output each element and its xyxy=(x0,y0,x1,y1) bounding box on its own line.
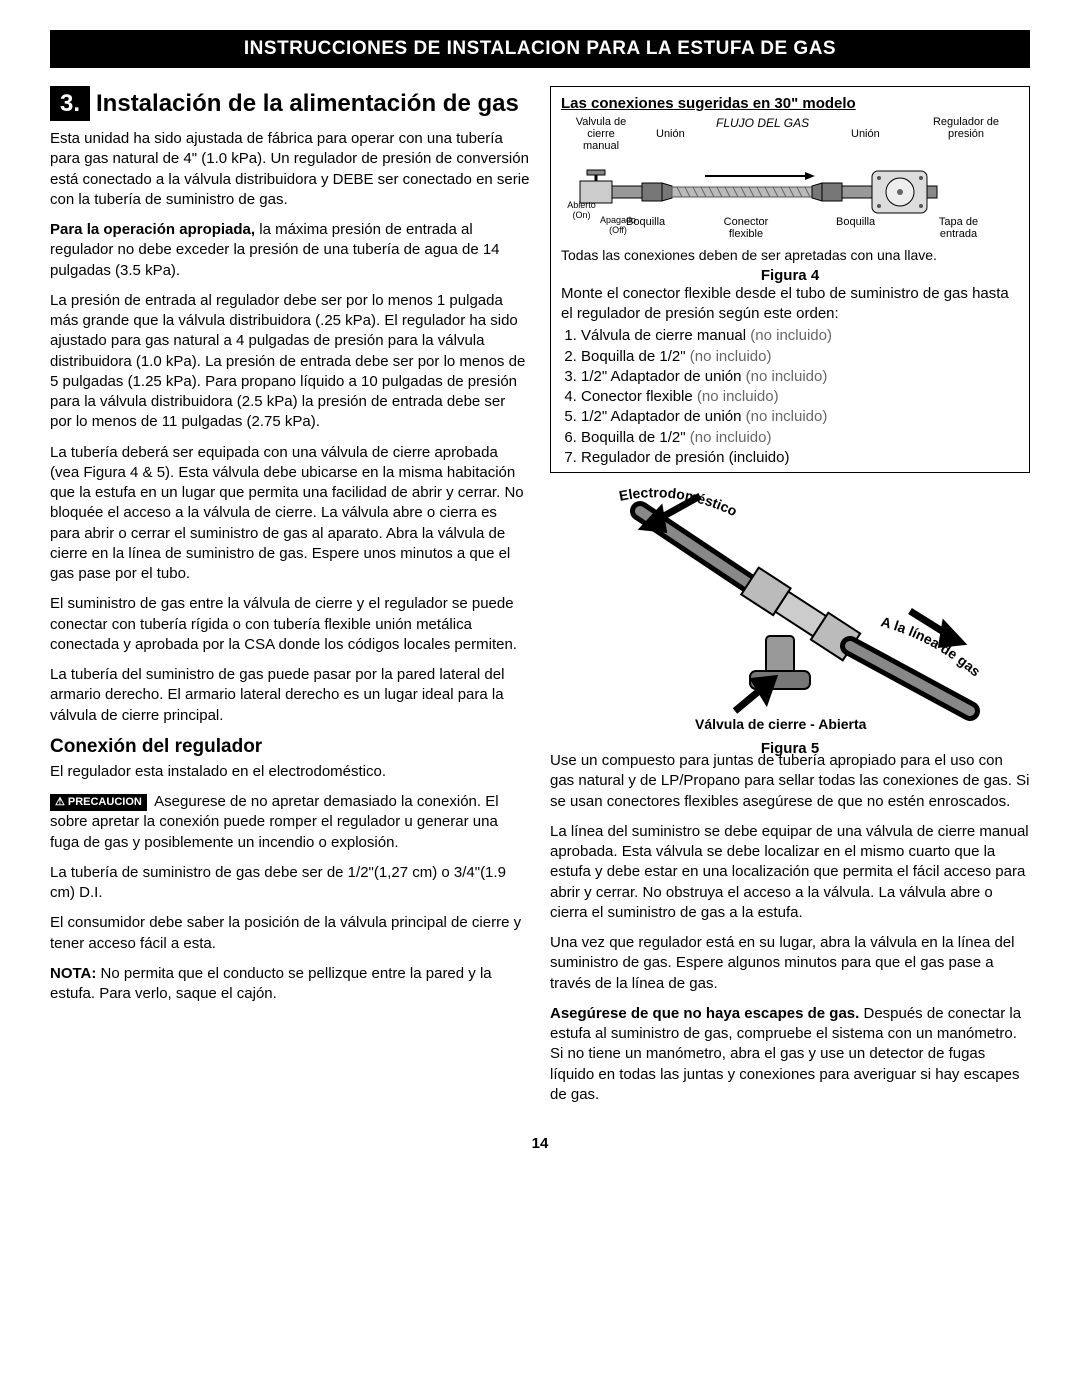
section-title: 3.Instalación de la alimentación de gas xyxy=(50,86,530,121)
fig5-svg: Electrodoméstico A la línea de gas Válvu… xyxy=(550,481,1030,741)
l-p6: La tubería del suministro de gas puede p… xyxy=(50,665,530,726)
part-7: Regulador de presión (incluido) xyxy=(581,448,1019,468)
lbl-nip1: Boquilla xyxy=(626,216,665,228)
l-p5: El suministro de gas entre la válvula de… xyxy=(50,594,530,655)
part-3: 1/2" Adaptador de unión (no incluido) xyxy=(581,367,1019,387)
r-p1: Use un compuesto para juntas de tubería … xyxy=(550,751,1030,812)
r-p4-bold: Asegúrese de que no haya escapes de gas. xyxy=(550,1005,859,1022)
l-p2-bold: Para la operación apropiada, xyxy=(50,221,255,238)
lbl-nip2: Boquilla xyxy=(836,216,875,228)
subhead-regulator: Conexión del regulador xyxy=(50,736,530,758)
fig4-title: Las conexiones sugeridas en 30" modelo xyxy=(561,95,1019,112)
l-p8: PRECAUCION Asegurese de no apretar demas… xyxy=(50,792,530,853)
page-number: 14 xyxy=(50,1135,1030,1152)
left-column: 3.Instalación de la alimentación de gas … xyxy=(50,86,530,1115)
l-p10: El consumidor debe saber la posición de … xyxy=(50,913,530,954)
lbl-valve: Valvula de cierre manual xyxy=(571,116,631,152)
fig4-svg xyxy=(561,166,1019,216)
main-columns: 3.Instalación de la alimentación de gas … xyxy=(50,86,1030,1115)
parts-list: Válvula de cierre manual (no incluido) B… xyxy=(581,326,1019,468)
fig4-intro: Monte el conector flexible desde el tubo… xyxy=(561,284,1019,325)
page-header: INSTRUCCIONES DE INSTALACION PARA LA EST… xyxy=(50,30,1030,68)
right-column: Las conexiones sugeridas en 30" modelo V… xyxy=(550,86,1030,1115)
l-p11-rest: No permita que el conducto se pellizque … xyxy=(50,965,492,1002)
lbl-reg: Regulador de presión xyxy=(931,116,1001,140)
part-6: Boquilla de 1/2" (no incluido) xyxy=(581,428,1019,448)
lbl-cap: Tapa de entrada xyxy=(931,216,986,240)
lbl-union2: Unión xyxy=(851,128,880,140)
l-p2: Para la operación apropiada, la máxima p… xyxy=(50,220,530,281)
part-4: Conector flexible (no incluido) xyxy=(581,387,1019,407)
figure-4-box: Las conexiones sugeridas en 30" modelo V… xyxy=(550,86,1030,473)
r-p3: Una vez que regulador está en su lugar, … xyxy=(550,933,1030,994)
fig4-caption: Figura 4 xyxy=(561,267,1019,284)
l-p3: La presión de entrada al regulador debe … xyxy=(50,291,530,433)
fig5-valve-label: Válvula de cierre - Abierta xyxy=(695,716,867,732)
caution-badge: PRECAUCION xyxy=(50,794,147,811)
fig5-caption: Figura 5 xyxy=(550,740,1030,757)
section-number-box: 3. xyxy=(50,86,90,121)
l-p9: La tubería de suministro de gas debe ser… xyxy=(50,863,530,904)
lbl-flex: Conector flexible xyxy=(716,216,776,240)
section-title-text: Instalación de la alimentación de gas xyxy=(96,90,519,117)
r-p4: Asegúrese de que no haya escapes de gas.… xyxy=(550,1004,1030,1105)
part-5: 1/2" Adaptador de unión (no incluido) xyxy=(581,407,1019,427)
l-p4: La tubería deberá ser equipada con una v… xyxy=(50,443,530,585)
r-p2: La línea del suministro se debe equipar … xyxy=(550,822,1030,923)
fig4-diagram: Valvula de cierre manual Unión FLUJO DEL… xyxy=(561,116,1019,246)
lbl-union1: Unión xyxy=(656,128,685,140)
part-2: Boquilla de 1/2" (no incluido) xyxy=(581,347,1019,367)
figure-5-diagram: Electrodoméstico A la línea de gas Válvu… xyxy=(550,481,1030,741)
part-1: Válvula de cierre manual (no incluido) xyxy=(581,326,1019,346)
l-p11-bold: NOTA: xyxy=(50,965,96,982)
l-p7: El regulador esta instalado en el electr… xyxy=(50,762,530,782)
fig4-footer: Todas las conexiones deben de ser apreta… xyxy=(561,246,1019,265)
l-p11: NOTA: No permita que el conducto se pell… xyxy=(50,964,530,1005)
lbl-flow: FLUJO DEL GAS xyxy=(716,116,809,130)
l-p1: Esta unidad ha sido ajustada de fábrica … xyxy=(50,129,530,210)
